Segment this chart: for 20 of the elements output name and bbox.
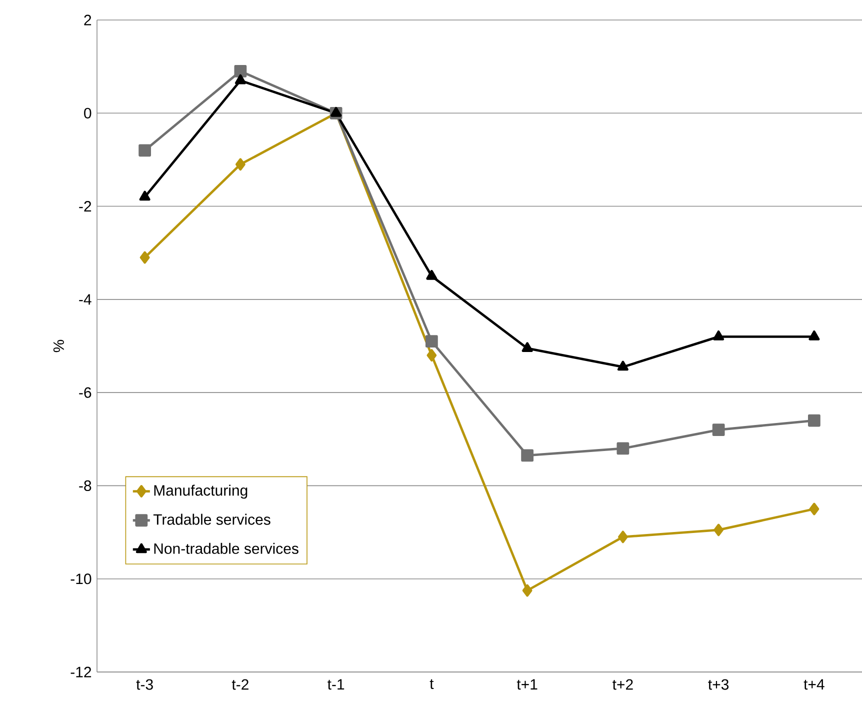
x-tick-label: t+2 <box>612 679 633 690</box>
x-tick-label: t-2 <box>232 679 248 690</box>
y-tick-label: -2 <box>79 201 92 212</box>
x-tick-label: t+4 <box>804 679 824 690</box>
y-tick-label: -4 <box>79 294 92 305</box>
legend-label: Manufacturing <box>154 484 248 499</box>
x-tick-label: t+1 <box>516 679 538 690</box>
x-tick-label: t-1 <box>328 679 344 690</box>
legend-label: Tradable services <box>153 514 270 525</box>
x-tick-label: t <box>430 679 434 690</box>
y-tick-label: -12 <box>70 666 92 678</box>
y-axis-title: % <box>53 340 64 352</box>
y-tick-label: -6 <box>79 387 92 398</box>
legend-label: Non-tradable services <box>154 542 298 554</box>
x-tick-label: t+3 <box>708 679 729 690</box>
y-tick-label: -10 <box>70 574 92 584</box>
x-tick-label: t-3 <box>136 679 153 690</box>
y-tick-label: 0 <box>84 108 92 118</box>
y-tick-label: 2 <box>84 14 92 26</box>
y-tick-label: -8 <box>79 480 92 492</box>
